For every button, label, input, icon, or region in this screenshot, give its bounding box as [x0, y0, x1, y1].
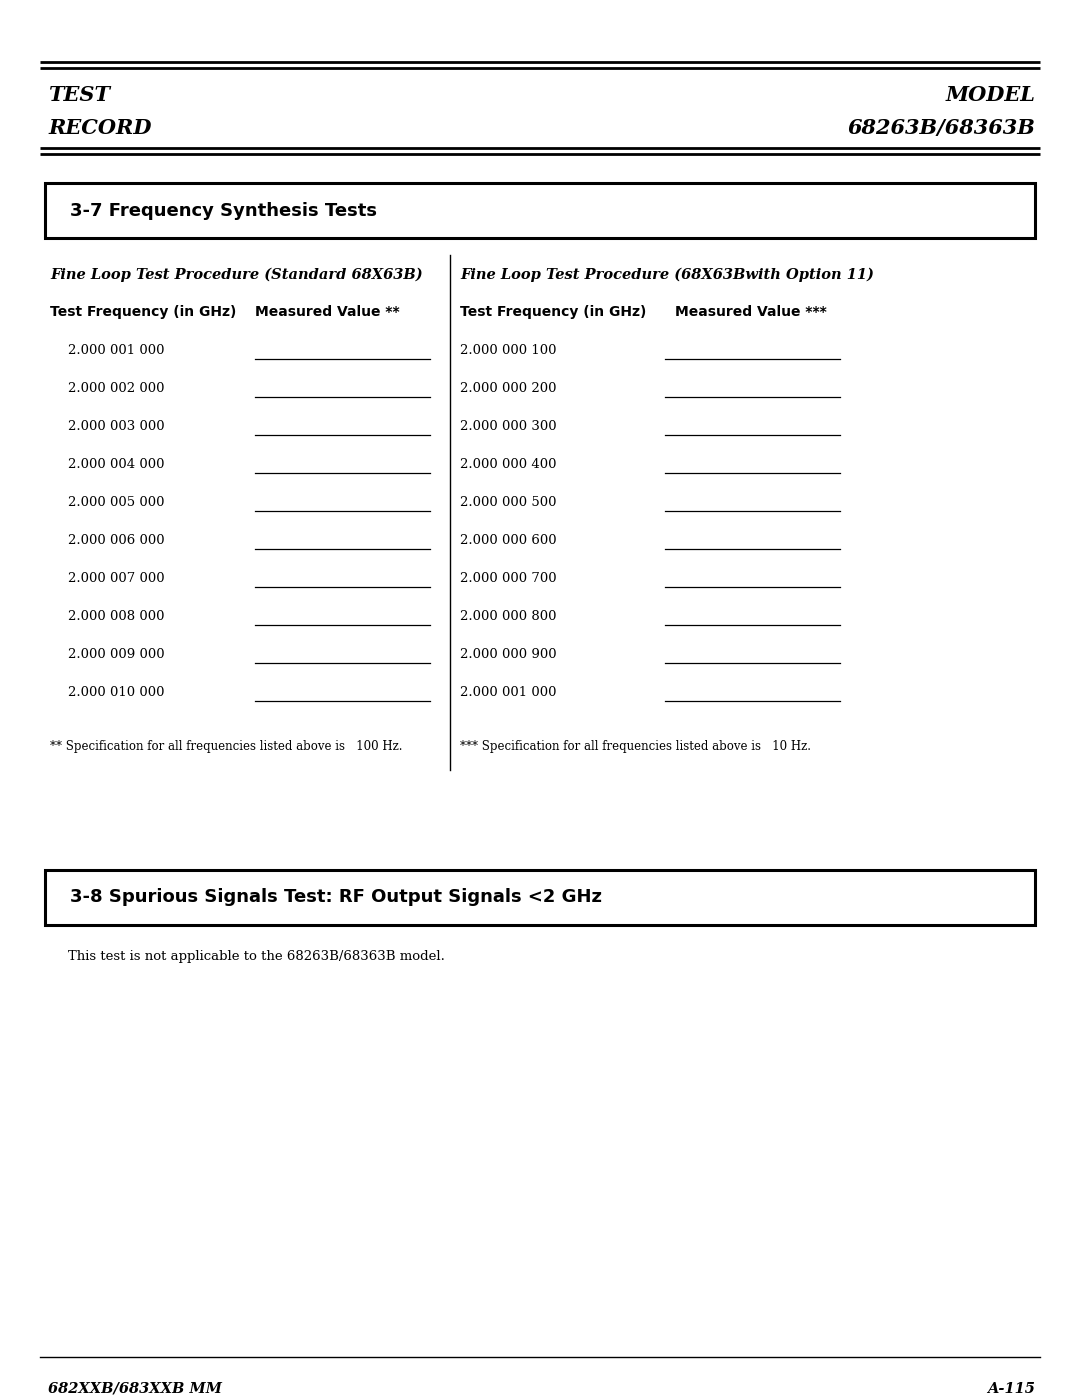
Text: Test Frequency (in GHz): Test Frequency (in GHz): [460, 305, 646, 319]
Text: 2.000 006 000: 2.000 006 000: [68, 535, 164, 548]
Text: Measured Value ***: Measured Value ***: [675, 305, 827, 319]
Text: 3-8 Spurious Signals Test: RF Output Signals <2 GHz: 3-8 Spurious Signals Test: RF Output Sig…: [70, 888, 602, 907]
Text: 68263B/68363B: 68263B/68363B: [847, 117, 1035, 138]
Text: 2.000 002 000: 2.000 002 000: [68, 383, 164, 395]
Text: 2.000 003 000: 2.000 003 000: [68, 420, 164, 433]
Text: 2.000 000 500: 2.000 000 500: [460, 496, 556, 510]
Bar: [45, 183, 1035, 237]
Text: TEST: TEST: [48, 85, 110, 105]
Text: 2.000 000 600: 2.000 000 600: [460, 535, 556, 548]
Text: 2.000 004 000: 2.000 004 000: [68, 458, 164, 472]
Text: *** Specification for all frequencies listed above is   10 Hz.: *** Specification for all frequencies li…: [460, 740, 811, 753]
Text: 682XXB/683XXB MM: 682XXB/683XXB MM: [48, 1382, 222, 1396]
Text: 2.000 000 700: 2.000 000 700: [460, 573, 556, 585]
Text: 2.000 001 000: 2.000 001 000: [68, 345, 164, 358]
Bar: [45, 870, 1035, 925]
Text: 2.000 010 000: 2.000 010 000: [68, 686, 164, 700]
Text: 2.000 009 000: 2.000 009 000: [68, 648, 164, 662]
Text: 3-7 Frequency Synthesis Tests: 3-7 Frequency Synthesis Tests: [70, 201, 377, 219]
Text: 2.000 005 000: 2.000 005 000: [68, 496, 164, 510]
Text: Fine Loop Test Procedure (Standard 68X63B): Fine Loop Test Procedure (Standard 68X63…: [50, 268, 422, 282]
Text: 2.000 000 100: 2.000 000 100: [460, 345, 556, 358]
Text: 2.000 000 800: 2.000 000 800: [460, 610, 556, 623]
Text: 2.000 000 900: 2.000 000 900: [460, 648, 556, 662]
Text: Fine Loop Test Procedure (68X63Bwith Option 11): Fine Loop Test Procedure (68X63Bwith Opt…: [460, 268, 874, 282]
Text: A-115: A-115: [987, 1382, 1035, 1396]
Text: 2.000 001 000: 2.000 001 000: [460, 686, 556, 700]
Text: 2.000 000 400: 2.000 000 400: [460, 458, 556, 472]
Text: Measured Value **: Measured Value **: [255, 305, 400, 319]
Text: This test is not applicable to the 68263B/68363B model.: This test is not applicable to the 68263…: [68, 950, 445, 963]
Text: 2.000 000 200: 2.000 000 200: [460, 383, 556, 395]
Text: 2.000 007 000: 2.000 007 000: [68, 573, 164, 585]
Text: MODEL: MODEL: [945, 85, 1035, 105]
Text: Test Frequency (in GHz): Test Frequency (in GHz): [50, 305, 237, 319]
Text: RECORD: RECORD: [48, 117, 151, 138]
Text: 2.000 008 000: 2.000 008 000: [68, 610, 164, 623]
Text: ** Specification for all frequencies listed above is   100 Hz.: ** Specification for all frequencies lis…: [50, 740, 403, 753]
Text: 2.000 000 300: 2.000 000 300: [460, 420, 556, 433]
